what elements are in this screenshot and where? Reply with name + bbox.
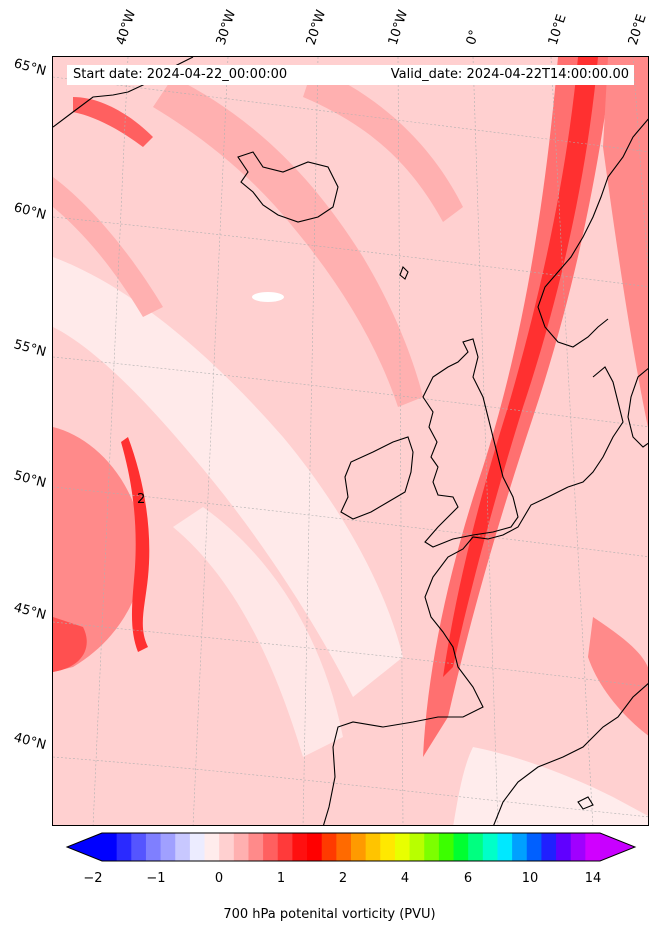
pv-field-map: 2 — [53, 57, 648, 825]
pv-nw-spot — [73, 97, 153, 147]
colorbar-cell — [131, 833, 147, 861]
colorbar-cell — [453, 833, 469, 861]
colorbar-cell — [248, 833, 264, 861]
colorbar-cell — [526, 833, 542, 861]
colorbar-tick: 1 — [276, 871, 286, 886]
pv-ridge-east — [603, 57, 648, 428]
pv-band-north — [153, 77, 423, 407]
low-pv-spot — [252, 292, 284, 302]
colorbar-cell — [116, 833, 132, 861]
colorbar-cell — [204, 833, 220, 861]
colorbar-cell — [102, 833, 118, 861]
colorbar-cell — [145, 833, 162, 861]
pv-band-west — [53, 177, 163, 317]
graticule — [53, 57, 648, 825]
map-panel: 2 — [52, 56, 649, 826]
colorbar-cell — [512, 833, 528, 861]
pv-west-spot — [53, 617, 87, 672]
lon-label-20e: 20°E — [625, 12, 650, 48]
colorbar-cell — [570, 833, 586, 861]
colorbar-cell — [263, 833, 279, 861]
colorbar-cell — [292, 833, 308, 861]
colorbar-outline — [65, 832, 637, 862]
ireland-coast — [340, 436, 414, 520]
lon-label-30w: 30°W — [213, 8, 240, 47]
mediterranean-coast — [493, 683, 648, 825]
faroe-coast — [399, 266, 409, 280]
colorbar-tick: 10 — [521, 871, 539, 886]
colorbar — [65, 832, 637, 862]
colorbar-cell — [307, 833, 323, 861]
lat-label-60n: 60°N — [12, 200, 48, 224]
balearic-coast — [577, 796, 594, 810]
colorbar-cell — [365, 833, 381, 861]
colorbar-cell — [321, 833, 337, 861]
colorbar-cell — [160, 833, 176, 861]
colorbar-cell — [394, 833, 411, 861]
colorbar-cell — [351, 833, 367, 861]
colorbar-cell — [409, 833, 425, 861]
colorbar-label: 700 hPa potenital vorticity (PVU) — [223, 907, 436, 922]
pv-west-vortex — [53, 427, 144, 672]
start-date-label: Start date: 2024-04-22_00:00:00 — [73, 67, 288, 82]
colorbar-cell — [175, 833, 191, 861]
colorbar-cell — [497, 833, 513, 861]
colorbar-cell — [556, 833, 572, 861]
colorbar-cell — [380, 833, 396, 861]
colorbar-tick: 14 — [584, 871, 602, 886]
colorbar-tick: 0 — [214, 871, 224, 886]
lon-label-10e: 10°E — [545, 12, 570, 48]
colorbar-tick: −2 — [83, 871, 103, 886]
colorbar-tick: 6 — [463, 871, 473, 886]
colorbar-tick: 2 — [338, 871, 348, 886]
sweden-coast — [627, 367, 648, 448]
colorbar-extend-min — [67, 833, 102, 861]
colorbar-tick: 4 — [400, 871, 410, 886]
colorbar-tick: −1 — [146, 871, 166, 886]
pv-west-filament — [121, 437, 150, 652]
colorbar-cell — [233, 833, 249, 861]
colorbar-cell — [541, 833, 557, 861]
lat-label-40n: 40°N — [12, 730, 48, 754]
contour-label: 2 — [137, 492, 145, 507]
colorbar-cell — [438, 833, 455, 861]
continental-coast — [323, 486, 569, 825]
pv-band-north-2 — [303, 67, 463, 222]
header-box — [67, 65, 634, 85]
norway-coast — [537, 118, 648, 348]
iceland-coast — [237, 151, 339, 223]
lat-label-45n: 45°N — [12, 600, 48, 624]
colorbar-cell — [482, 833, 498, 861]
pv-se-patch — [588, 617, 648, 736]
low-pv-band-south — [173, 507, 343, 757]
colorbar-cell — [585, 833, 601, 861]
colorbar-cell — [189, 833, 206, 861]
lon-label-10w: 10°W — [385, 8, 412, 47]
colorbar-cell — [424, 833, 440, 861]
colorbar-cell — [336, 833, 352, 861]
colorbar-cell — [468, 833, 484, 861]
lat-label-50n: 50°N — [12, 468, 48, 492]
coastlines — [53, 57, 648, 825]
great-britain-coast — [422, 338, 519, 548]
colorbar-extend-max — [600, 833, 635, 861]
low-pv-band — [53, 257, 403, 697]
valid-date-label: Valid_date: 2024-04-22T14:00:00.00 — [390, 67, 629, 82]
pv-ridge-core — [443, 57, 598, 677]
lon-label-0: 0° — [463, 28, 483, 47]
lon-label-20w: 20°W — [303, 8, 330, 47]
lat-label-65n: 65°N — [12, 56, 48, 80]
lon-label-40w: 40°W — [113, 8, 140, 47]
lat-label-55n: 55°N — [12, 337, 48, 361]
denmark-coast — [567, 366, 624, 488]
colorbar-cell — [219, 833, 235, 861]
colorbar-cell — [277, 833, 293, 861]
